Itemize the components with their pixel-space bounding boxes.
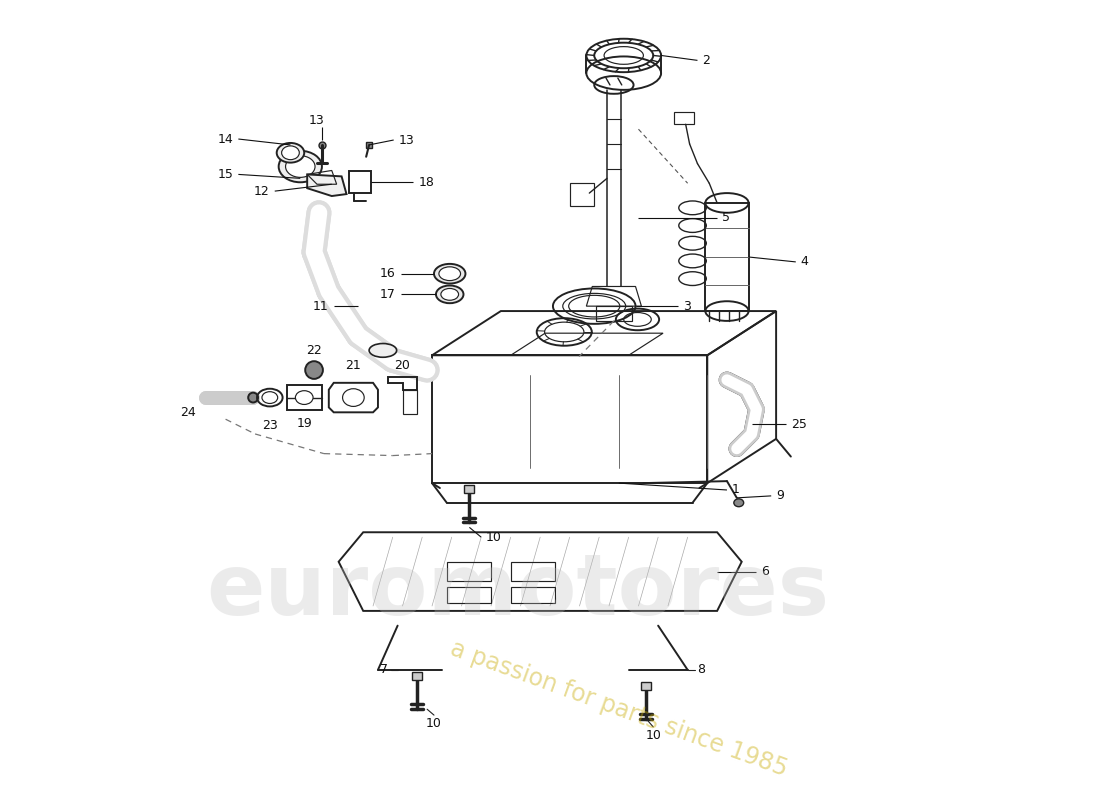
Ellipse shape [278, 151, 322, 182]
Ellipse shape [249, 393, 258, 402]
Text: 21: 21 [345, 359, 361, 372]
Ellipse shape [370, 343, 397, 358]
Text: 24: 24 [180, 406, 196, 419]
Text: 10: 10 [646, 729, 661, 742]
Polygon shape [464, 485, 474, 493]
Text: 12: 12 [254, 185, 270, 198]
Text: 14: 14 [218, 133, 233, 146]
Ellipse shape [436, 286, 463, 303]
Text: 1: 1 [732, 483, 739, 497]
Text: 13: 13 [398, 134, 415, 146]
Ellipse shape [434, 264, 465, 283]
Text: 10: 10 [486, 530, 502, 544]
Text: 10: 10 [426, 717, 442, 730]
Text: euromotores: euromotores [206, 550, 829, 633]
Text: 7: 7 [379, 663, 388, 676]
Ellipse shape [286, 156, 315, 178]
Text: 11: 11 [314, 300, 329, 313]
Text: 9: 9 [777, 490, 784, 502]
Text: 18: 18 [418, 176, 434, 189]
Ellipse shape [441, 289, 459, 300]
Text: 3: 3 [683, 300, 691, 313]
Ellipse shape [734, 499, 744, 506]
Ellipse shape [305, 362, 323, 379]
Text: 6: 6 [761, 565, 769, 578]
Polygon shape [412, 672, 422, 680]
Text: 20: 20 [395, 359, 410, 372]
Text: 16: 16 [379, 267, 396, 280]
Text: 17: 17 [379, 288, 396, 301]
Polygon shape [641, 682, 651, 690]
Text: a passion for parts since 1985: a passion for parts since 1985 [447, 637, 791, 782]
Ellipse shape [277, 143, 305, 162]
Text: 13: 13 [309, 114, 324, 127]
Text: 22: 22 [306, 344, 322, 358]
Text: 4: 4 [801, 255, 808, 269]
Polygon shape [307, 174, 346, 196]
Text: 23: 23 [262, 419, 277, 432]
Text: 19: 19 [296, 418, 312, 430]
Text: 8: 8 [697, 663, 705, 676]
Text: 5: 5 [722, 211, 730, 224]
Text: 15: 15 [218, 168, 233, 181]
Ellipse shape [282, 146, 299, 160]
Text: 2: 2 [703, 54, 711, 67]
Ellipse shape [439, 267, 461, 281]
Text: 25: 25 [791, 418, 806, 430]
